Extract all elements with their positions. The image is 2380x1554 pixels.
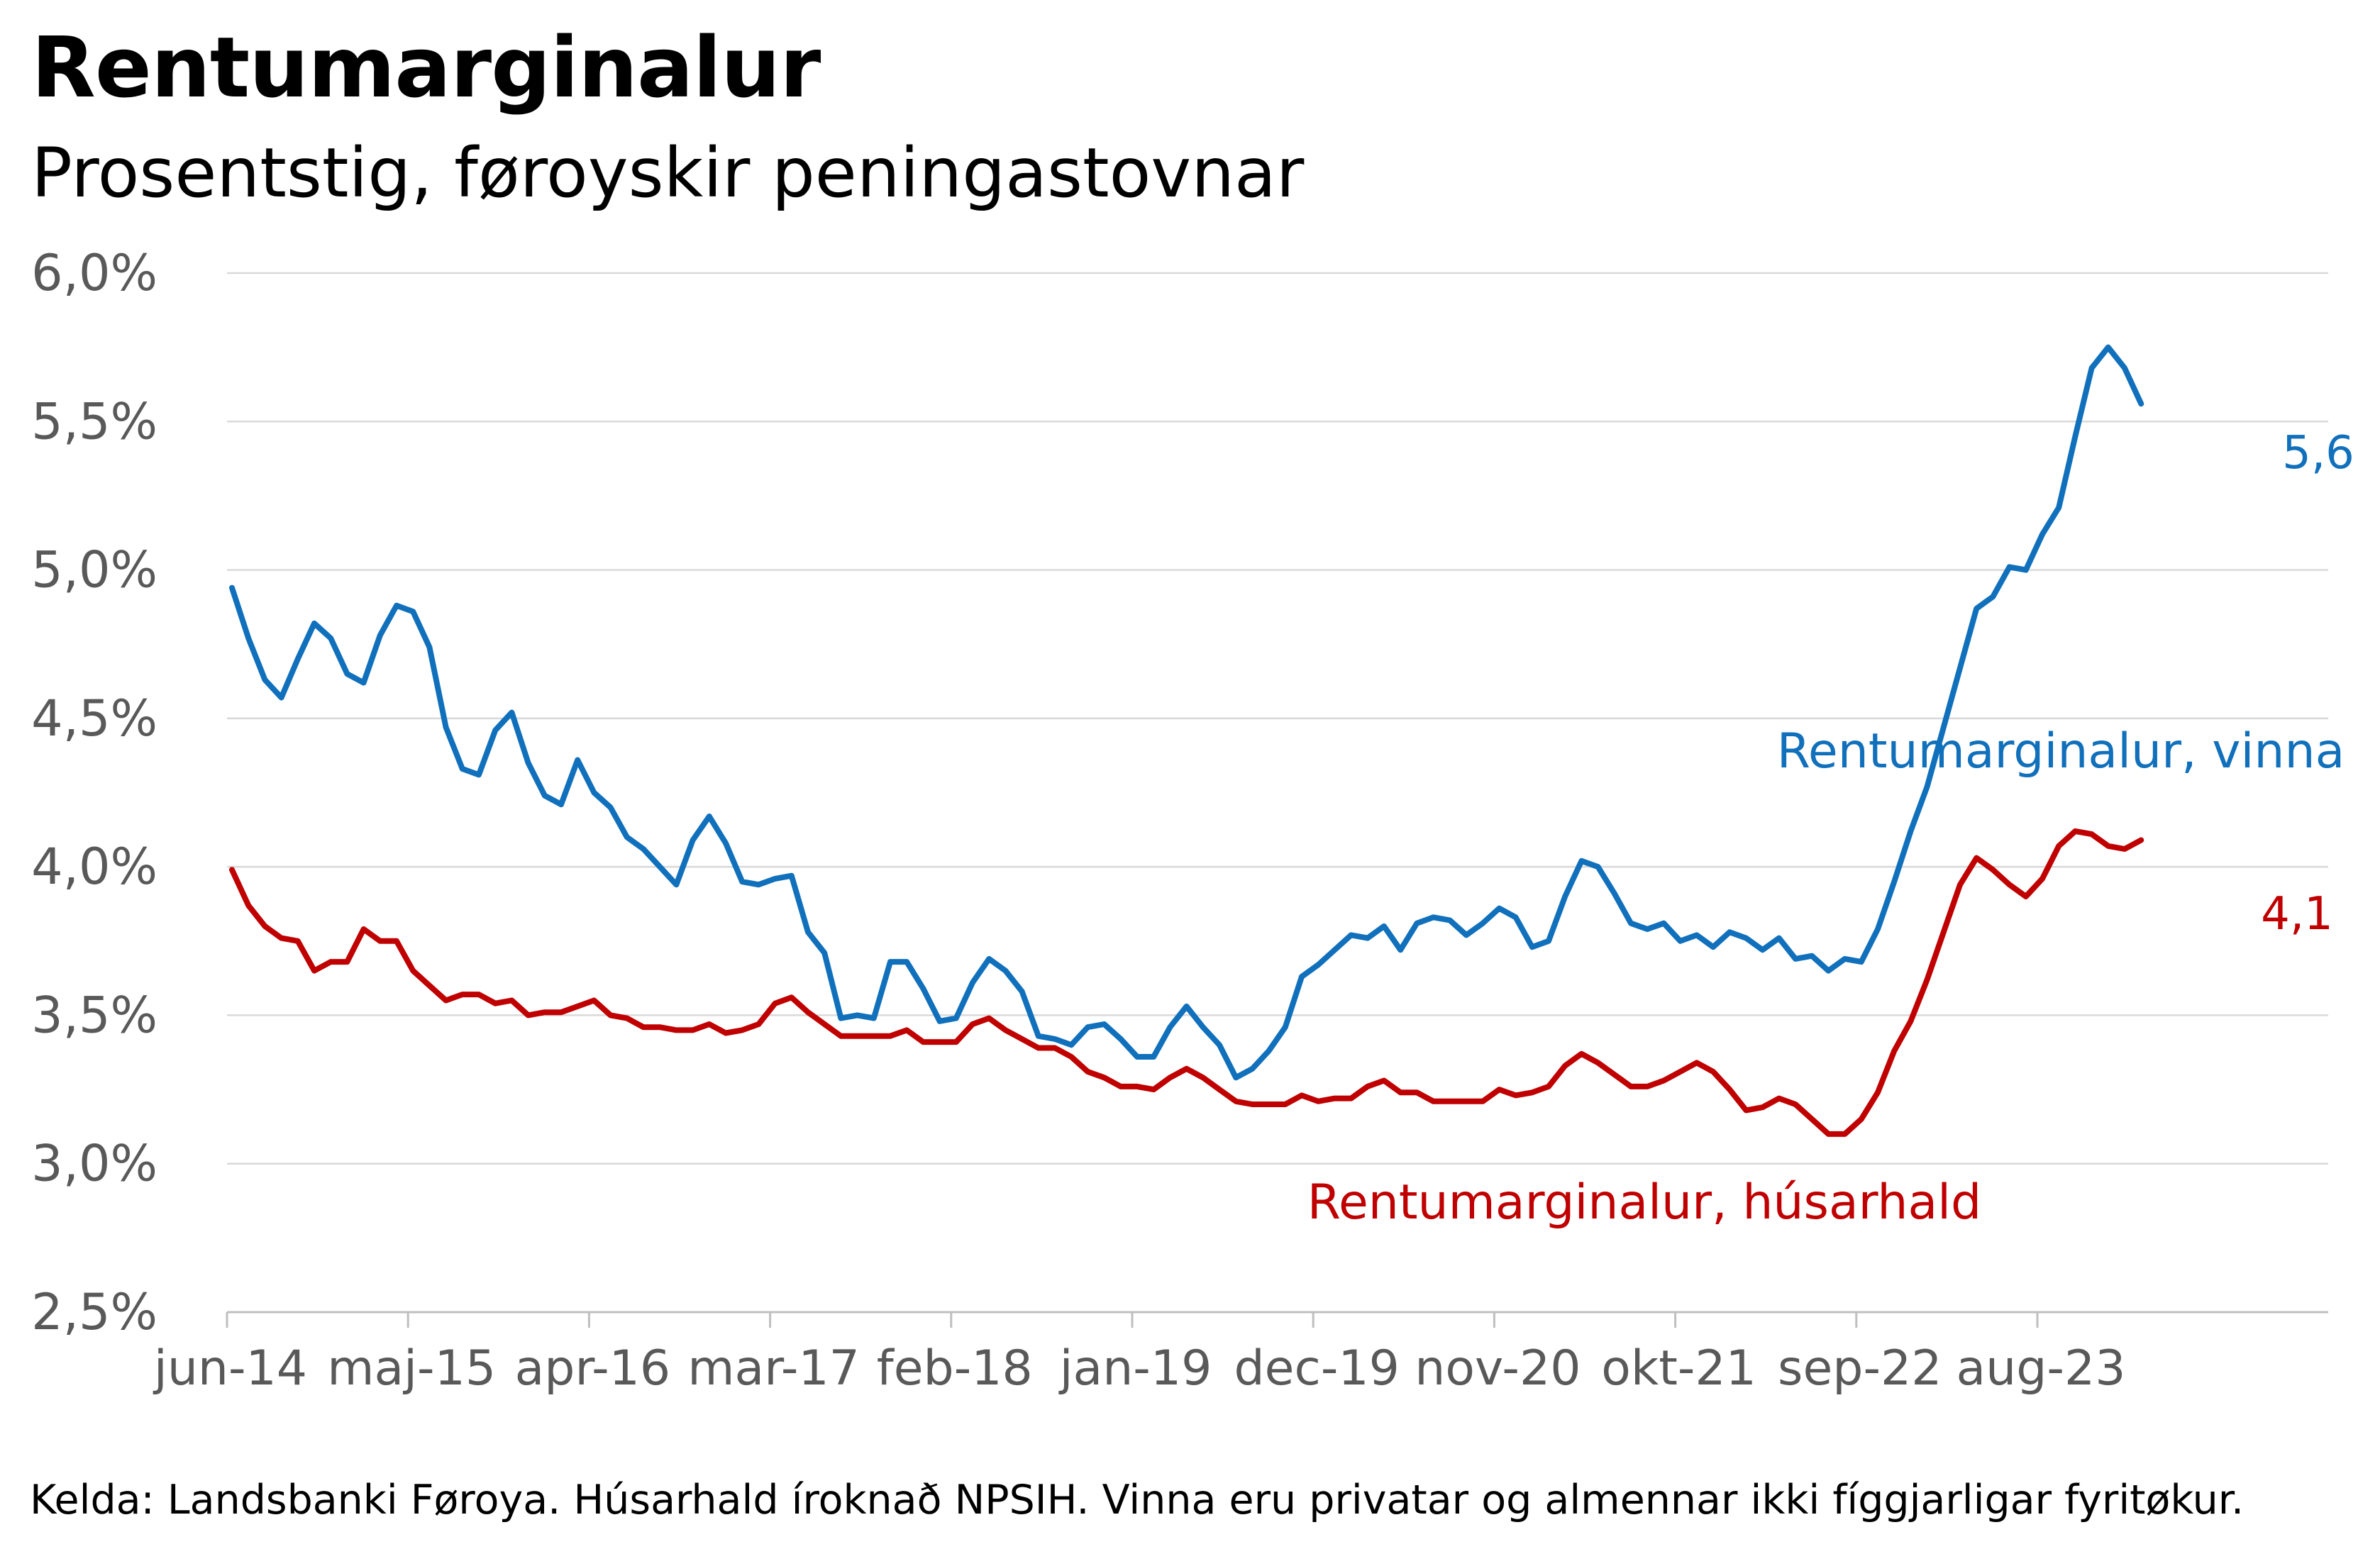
x-tick-label: maj-15 (327, 1341, 496, 1397)
x-tick-label: aug-23 (1956, 1341, 2126, 1397)
end-value-label-husarhald: 4,1 (2261, 888, 2333, 940)
x-tick-label: sep-22 (1778, 1341, 1942, 1397)
chart-title: Rentumarginalur (31, 18, 821, 116)
x-tick-label: apr-16 (515, 1341, 671, 1397)
y-tick-label: 3,0% (31, 1135, 157, 1193)
x-tick-label: feb-18 (877, 1341, 1033, 1397)
series-label-vinna: Rentumarginalur, vinna (1777, 723, 2345, 779)
series-label-husarhald: Rentumarginalur, húsarhald (1307, 1175, 1981, 1231)
series-line-vinna (229, 344, 2144, 1081)
x-axis-ticks: jun-14 maj-15 apr-16 mar-17 feb-18 jan-19 dec-… (153, 1312, 2126, 1397)
y-tick-label: 2,5% (31, 1283, 157, 1341)
y-tick-label: 6,0% (31, 244, 157, 302)
series-line-husarhald (229, 828, 2144, 1137)
chart-subtitle: Prosentstig, føroyskir peningastovnar (31, 133, 1305, 213)
y-axis-ticks: 2,5% 3,0% 3,5% 4,0% 4,5% 5,0% 5,5% 6,0% (31, 244, 157, 1341)
series-labels: Rentumarginalur, vinna Rentumarginalur, … (1307, 427, 2354, 1231)
x-tick-label: mar-17 (687, 1341, 860, 1397)
y-tick-label: 4,5% (31, 689, 157, 748)
y-tick-label: 5,5% (31, 392, 157, 450)
x-tick-label: nov-20 (1415, 1341, 1581, 1397)
x-tick-label: jun-14 (153, 1341, 307, 1397)
y-tick-label: 3,5% (31, 986, 157, 1044)
series-lines (229, 344, 2144, 1137)
source-note: Kelda: Landsbanki Føroya. Húsarhald írok… (30, 1477, 2245, 1524)
x-tick-label: dec-19 (1234, 1341, 1399, 1397)
gridlines (227, 272, 2328, 1165)
y-tick-label: 4,0% (31, 838, 157, 896)
y-tick-label: 5,0% (31, 541, 157, 599)
x-tick-label: jan-19 (1058, 1341, 1212, 1397)
end-value-label-vinna: 5,6 (2282, 427, 2354, 479)
x-tick-label: okt-21 (1601, 1341, 1756, 1397)
